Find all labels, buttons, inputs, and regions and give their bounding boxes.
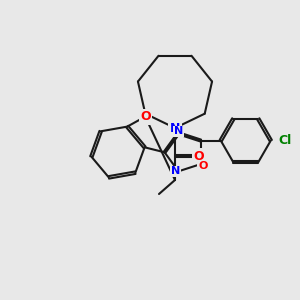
Text: N: N — [174, 126, 183, 136]
Text: O: O — [140, 110, 151, 123]
Text: Cl: Cl — [279, 134, 292, 147]
Text: O: O — [194, 149, 204, 163]
Text: O: O — [198, 161, 208, 171]
Text: N: N — [170, 122, 180, 134]
Text: N: N — [171, 166, 180, 176]
